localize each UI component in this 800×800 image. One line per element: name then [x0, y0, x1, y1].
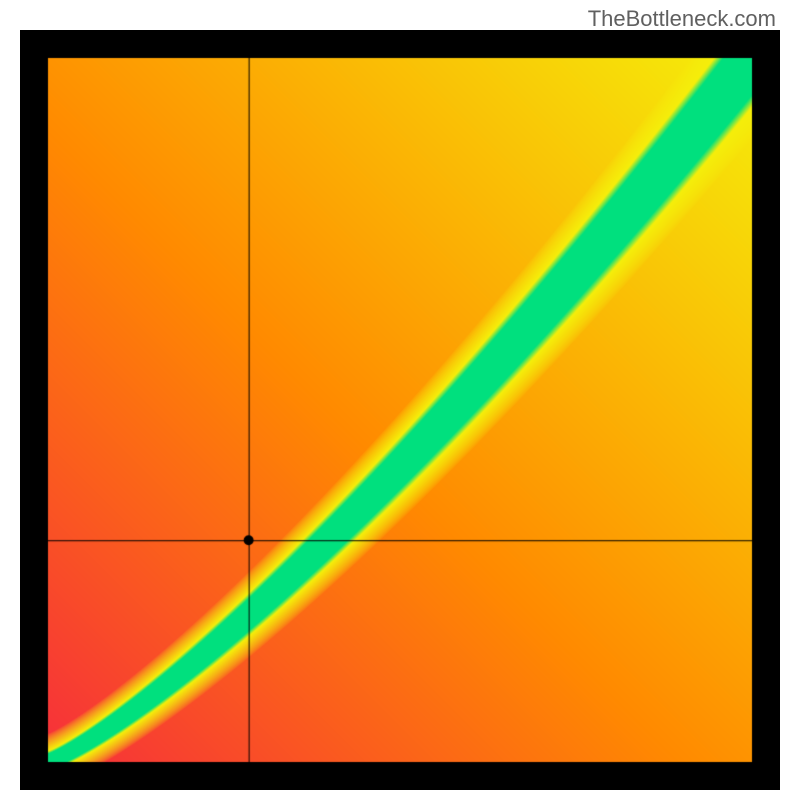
watermark-text: TheBottleneck.com — [588, 6, 776, 32]
bottleneck-heatmap — [20, 30, 780, 790]
chart-container: TheBottleneck.com — [0, 0, 800, 800]
